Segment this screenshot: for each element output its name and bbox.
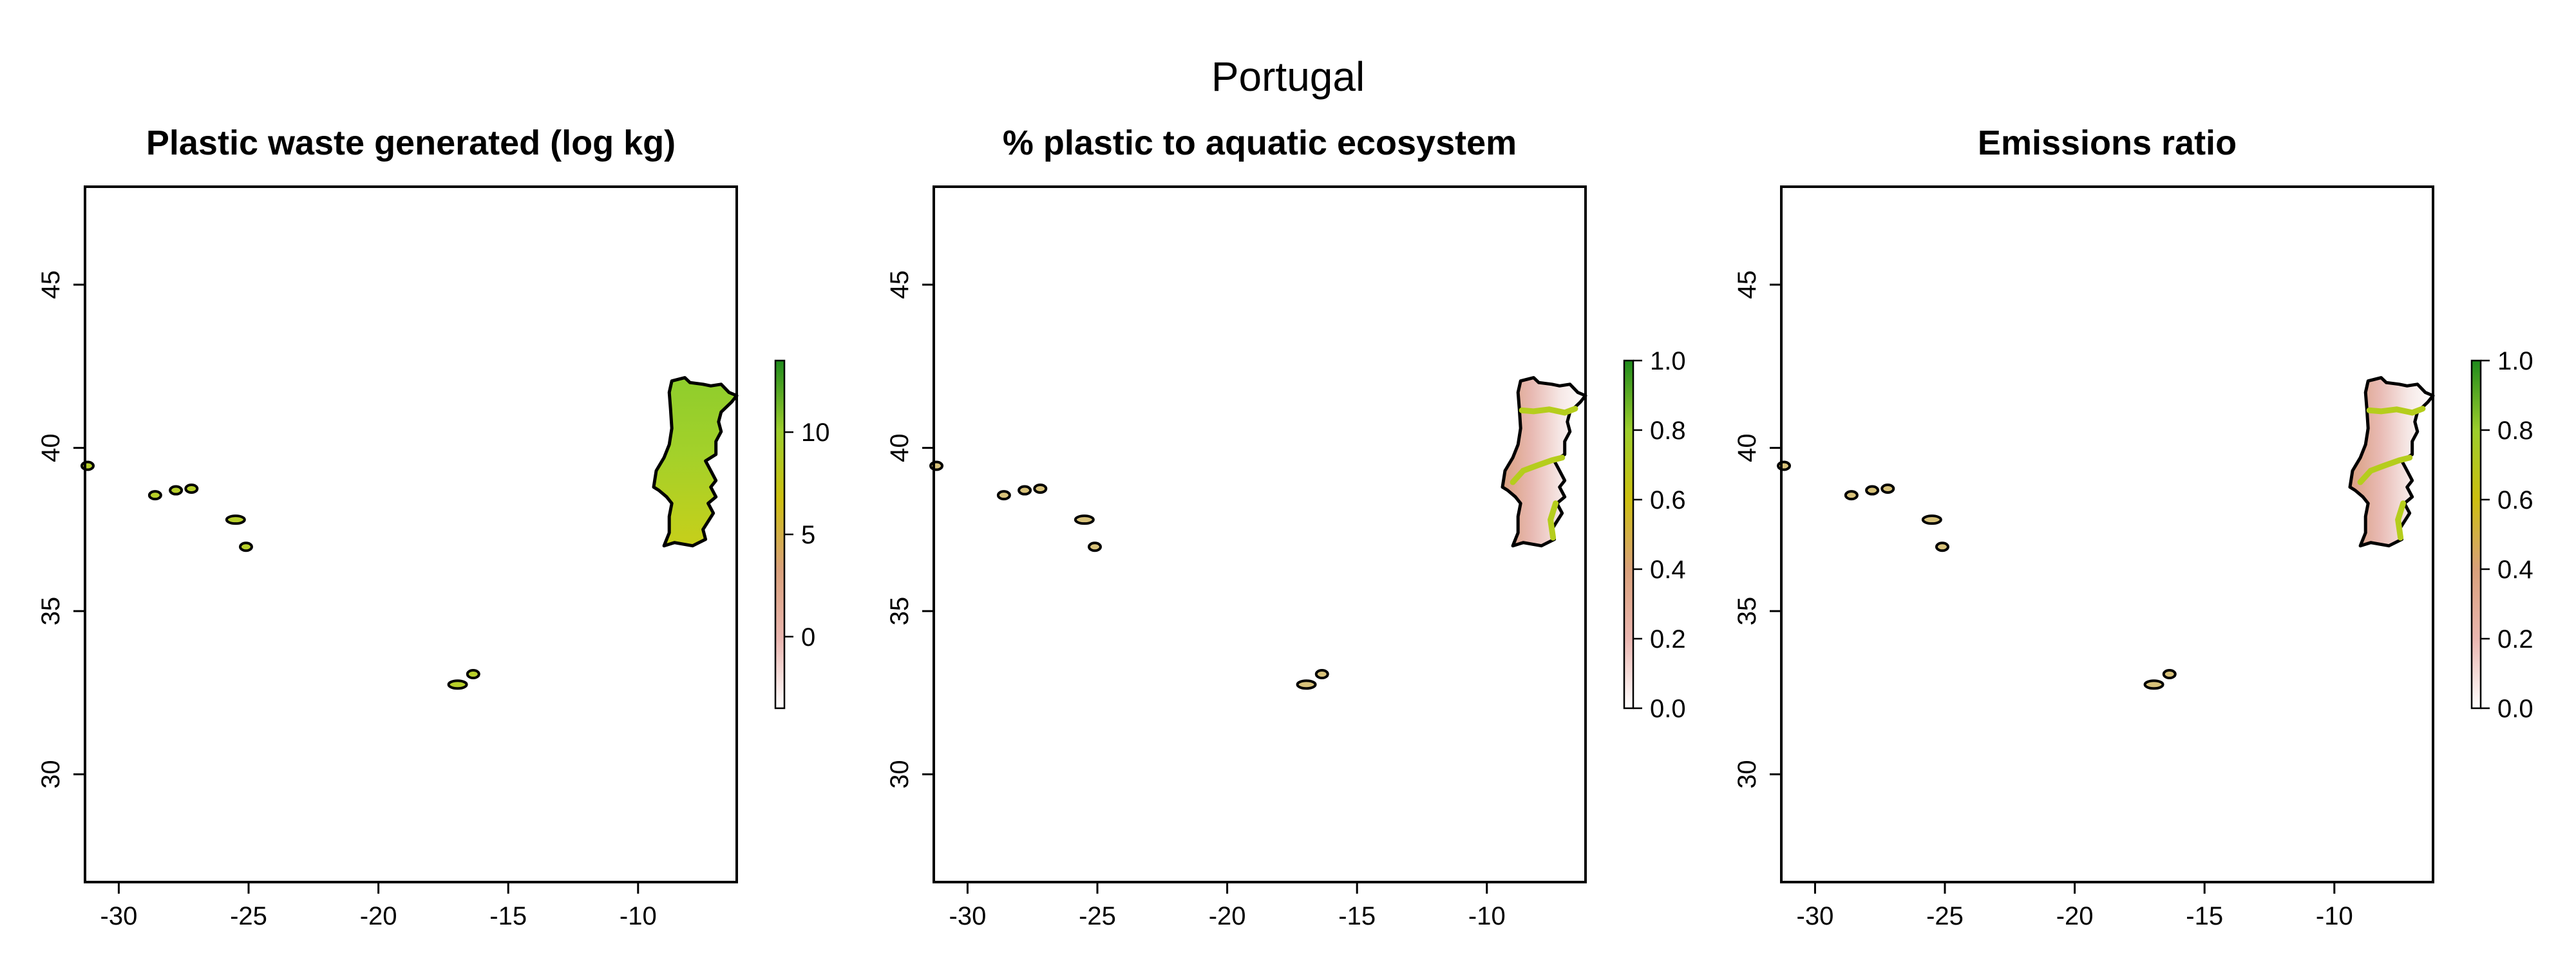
x-tick-label: -15	[489, 902, 527, 930]
river-1	[1519, 406, 1578, 416]
y-tick-label: 35	[886, 597, 914, 626]
island-madeira	[2143, 679, 2164, 690]
panel-title: % plastic to aquatic ecosystem	[1003, 124, 1517, 162]
y-tick-label: 30	[1733, 760, 1761, 789]
legend-tick-label: 0.4	[2497, 556, 2533, 584]
y-tick-label: 30	[886, 760, 914, 789]
x-tick-label: -15	[1338, 902, 1376, 930]
legend-tick-label: 0.8	[1650, 417, 1686, 445]
y-tick-label: 40	[1733, 433, 1761, 462]
y-tick-label: 45	[37, 270, 65, 299]
island-faial	[996, 490, 1011, 501]
y-tick-label: 35	[37, 597, 65, 626]
x-tick-label: -10	[1468, 902, 1506, 930]
island-flores	[80, 460, 95, 471]
island-sao-jorge	[1865, 485, 1880, 496]
y-tick-label: 35	[1733, 597, 1761, 626]
y-tick-label: 30	[37, 760, 65, 789]
legend-tick-label: 0.4	[1650, 556, 1686, 584]
y-tick-label: 40	[37, 433, 65, 462]
plot-frame	[1780, 185, 2434, 883]
x-tick-label: -30	[949, 902, 987, 930]
island-flores	[1777, 460, 1792, 471]
legend-tick-label: 0	[801, 623, 815, 652]
island-porto-santo	[2162, 669, 2177, 680]
island-faial	[147, 490, 162, 501]
river-2	[1510, 455, 1566, 485]
island-terceira	[184, 484, 199, 494]
island-terceira	[1033, 484, 1048, 494]
panel-2: % plastic to aquatic ecosystem -30 -25 -20 -…	[886, 124, 1686, 930]
island-sao-jorge	[1018, 485, 1032, 496]
x-tick-label: -15	[2186, 902, 2223, 930]
y-tick-label: 40	[886, 433, 914, 462]
legend-bar	[774, 359, 786, 710]
x-tick-label: -30	[100, 902, 138, 930]
legend-tick-label: 0.2	[1650, 625, 1686, 654]
figure-title: Portugal	[1211, 53, 1365, 100]
plot-frame	[84, 185, 738, 883]
island-santa-maria	[1087, 541, 1102, 552]
island-madeira	[1296, 679, 1317, 690]
island-porto-santo	[466, 669, 480, 680]
legend-tick-label: 0.6	[1650, 486, 1686, 514]
x-tick-label: -25	[230, 902, 267, 930]
island-sao-miguel	[1074, 514, 1095, 525]
x-tick-label: -30	[1797, 902, 1834, 930]
legend-tick-label: 1.0	[2497, 347, 2533, 375]
island-sao-jorge	[169, 485, 184, 496]
legend-bar	[2470, 359, 2482, 710]
island-porto-santo	[1314, 669, 1329, 680]
island-madeira	[447, 679, 468, 690]
portugal-mainland	[652, 376, 739, 548]
plot-frame	[933, 185, 1587, 883]
y-tick-label: 45	[886, 270, 914, 299]
river-3	[1548, 500, 1559, 541]
legend-bar	[1623, 359, 1634, 710]
x-tick-label: -20	[360, 902, 397, 930]
panel-3: Emissions ratio -30 -25 -20 -15 -10 30 35 40 45 0.…	[1733, 124, 2533, 930]
island-sao-miguel	[1921, 514, 1942, 525]
river-1	[2366, 406, 2426, 416]
legend-tick-label: 0.0	[1650, 695, 1686, 723]
island-sao-miguel	[225, 514, 246, 525]
x-tick-label: -25	[1079, 902, 1116, 930]
legend-tick-label: 0.8	[2497, 417, 2533, 445]
legend-tick-label: 0.2	[2497, 625, 2533, 654]
island-flores	[929, 460, 944, 471]
legend-tick-label: 0.0	[2497, 695, 2533, 723]
y-tick-label: 45	[1733, 270, 1761, 299]
panel-title: Emissions ratio	[1978, 124, 2237, 162]
island-santa-maria	[238, 541, 253, 552]
x-tick-label: -25	[1926, 902, 1964, 930]
river-3	[2395, 500, 2407, 541]
legend-tick-label: 1.0	[1650, 347, 1686, 375]
island-faial	[1844, 490, 1859, 501]
legend-tick-label: 5	[801, 521, 815, 549]
panel-title: Plastic waste generated (log kg)	[146, 124, 676, 162]
x-tick-label: -20	[2056, 902, 2094, 930]
x-tick-label: -20	[1209, 902, 1246, 930]
river-2	[2357, 455, 2413, 485]
island-terceira	[1880, 484, 1895, 494]
x-tick-label: -10	[2316, 902, 2353, 930]
legend-tick-label: 10	[801, 419, 830, 447]
legend-tick-label: 0.6	[2497, 486, 2533, 514]
x-tick-label: -10	[620, 902, 657, 930]
island-santa-maria	[1935, 541, 1949, 552]
panel-1: Plastic waste generated (log kg) -30 -25 -2…	[37, 124, 830, 930]
